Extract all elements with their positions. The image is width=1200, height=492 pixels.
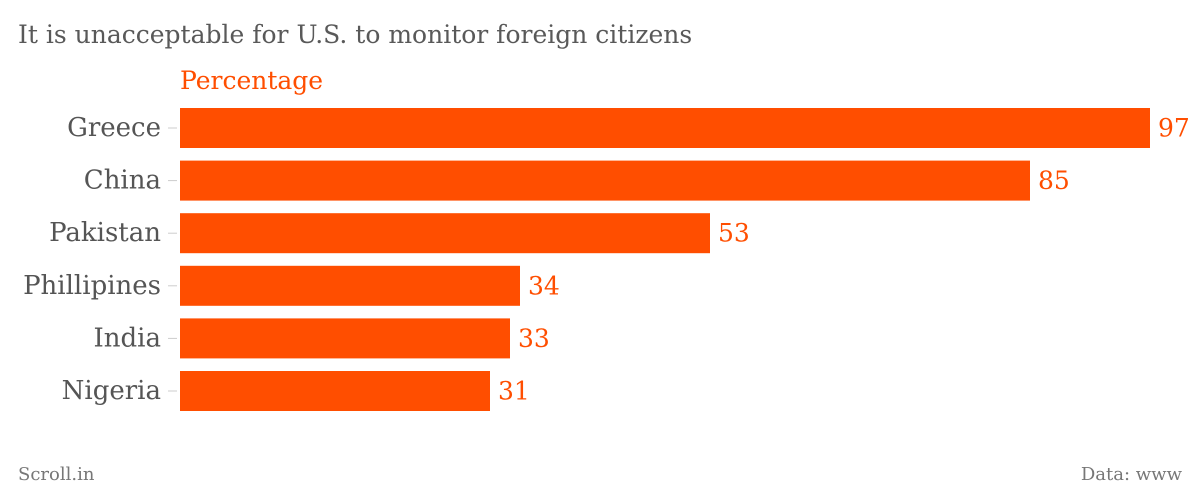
data-label-china: 85 (1038, 166, 1070, 195)
data-label-greece: 97 (1158, 114, 1190, 143)
data-label-india: 33 (518, 324, 550, 353)
category-label-pakistan: Pakistan (49, 218, 161, 248)
bar-pakistan (180, 213, 710, 254)
data-label-phillipines: 34 (528, 271, 560, 300)
data-label-nigeria: 31 (498, 377, 530, 406)
data-label-pakistan: 53 (718, 219, 750, 248)
data-source-credit: Data: www (1080, 464, 1182, 485)
bar-greece (180, 108, 1150, 148)
category-label-china: China (84, 166, 161, 196)
bar-nigeria (180, 371, 490, 411)
chart-title: It is unacceptable for U.S. to monitor f… (18, 20, 693, 49)
category-label-nigeria: Nigeria (62, 376, 161, 406)
bar-india (180, 318, 510, 359)
category-label-india: India (94, 323, 161, 353)
category-label-phillipines: Phillipines (23, 271, 161, 301)
publisher-credit: Scroll.in (18, 464, 95, 485)
bar-phillipines (180, 265, 520, 306)
series-name-label: Percentage (180, 66, 324, 95)
bar-china (180, 160, 1030, 201)
category-label-greece: Greece (67, 113, 161, 143)
